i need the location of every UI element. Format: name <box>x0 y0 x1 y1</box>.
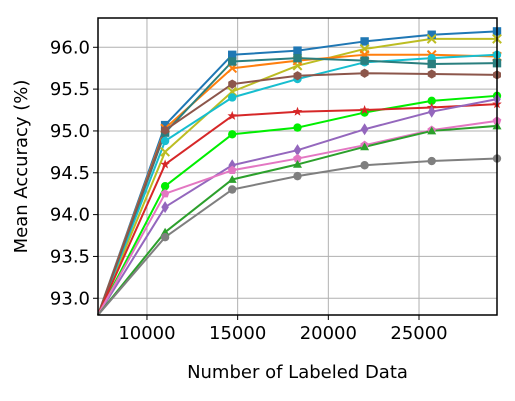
data-point <box>359 105 370 115</box>
data-point <box>360 68 369 78</box>
y-tick-labels: 93.0 93.5 94.0 94.5 95.0 95.5 96.0 <box>50 37 90 309</box>
data-point <box>160 136 170 146</box>
x-tick-label: 25000 <box>390 323 447 344</box>
y-tick-label: 94.5 <box>50 163 90 184</box>
data-point <box>227 175 237 183</box>
data-point <box>427 156 436 166</box>
data-point <box>160 120 170 130</box>
y-tick-label: 93.5 <box>50 246 90 267</box>
data-point <box>293 71 302 81</box>
data-point <box>293 144 302 157</box>
data-point <box>427 126 437 135</box>
x-axis-title: Number of Labeled Data <box>187 362 408 383</box>
data-point <box>427 105 436 118</box>
x-tick-label: 15000 <box>209 323 266 344</box>
y-tick-label: 94.0 <box>50 205 90 226</box>
series-markers <box>160 27 502 242</box>
data-point <box>293 171 302 181</box>
data-point <box>228 79 237 89</box>
axis-ticks <box>93 46 420 320</box>
data-point <box>293 46 302 55</box>
data-point <box>426 34 437 44</box>
plot-frame <box>97 17 498 316</box>
series-line <box>97 103 498 316</box>
x-tick-label: 10000 <box>118 323 175 344</box>
data-point <box>427 59 436 69</box>
data-point <box>228 57 237 66</box>
series-line <box>97 53 498 316</box>
y-tick-label: 95.0 <box>50 121 90 142</box>
data-point <box>227 110 237 120</box>
data-point <box>360 161 369 170</box>
data-point <box>160 232 170 242</box>
data-point <box>293 53 302 63</box>
data-point <box>427 96 436 106</box>
series-line <box>97 53 498 316</box>
data-point <box>360 56 369 65</box>
data-point <box>228 159 237 172</box>
data-point <box>293 153 302 163</box>
data-point <box>228 130 237 139</box>
data-point <box>160 189 170 198</box>
data-point <box>293 123 302 132</box>
data-point <box>160 181 170 191</box>
x-tick-label: 20000 <box>300 323 357 344</box>
data-point <box>427 69 436 79</box>
y-tick-label: 95.5 <box>50 79 90 100</box>
data-point <box>160 227 170 236</box>
data-point <box>228 50 237 60</box>
data-point <box>360 37 369 46</box>
x-tick-labels: 10000 15000 20000 25000 <box>118 323 447 344</box>
data-point <box>161 201 169 214</box>
y-tick-label: 96.0 <box>50 37 90 58</box>
data-point <box>160 146 171 157</box>
data-point <box>227 165 237 174</box>
data-point <box>292 106 303 116</box>
data-point <box>228 185 237 194</box>
data-point <box>161 125 170 135</box>
series-line <box>97 57 498 316</box>
data-point <box>360 123 369 136</box>
y-axis-title: Mean Accuracy (%) <box>11 80 32 254</box>
data-point <box>427 30 436 39</box>
data-point <box>360 142 370 151</box>
data-point <box>228 93 237 102</box>
y-tick-label: 93.0 <box>50 288 90 309</box>
data-point <box>293 160 302 168</box>
data-point <box>160 159 170 169</box>
